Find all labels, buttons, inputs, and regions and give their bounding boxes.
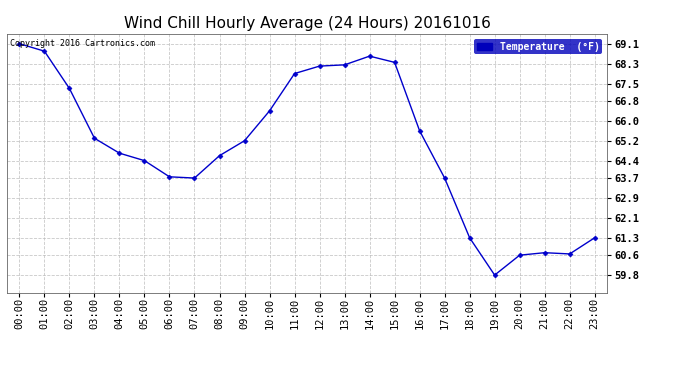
Legend: Temperature  (°F): Temperature (°F) (474, 39, 602, 54)
Title: Wind Chill Hourly Average (24 Hours) 20161016: Wind Chill Hourly Average (24 Hours) 201… (124, 16, 491, 31)
Text: Copyright 2016 Cartronics.com: Copyright 2016 Cartronics.com (10, 39, 155, 48)
